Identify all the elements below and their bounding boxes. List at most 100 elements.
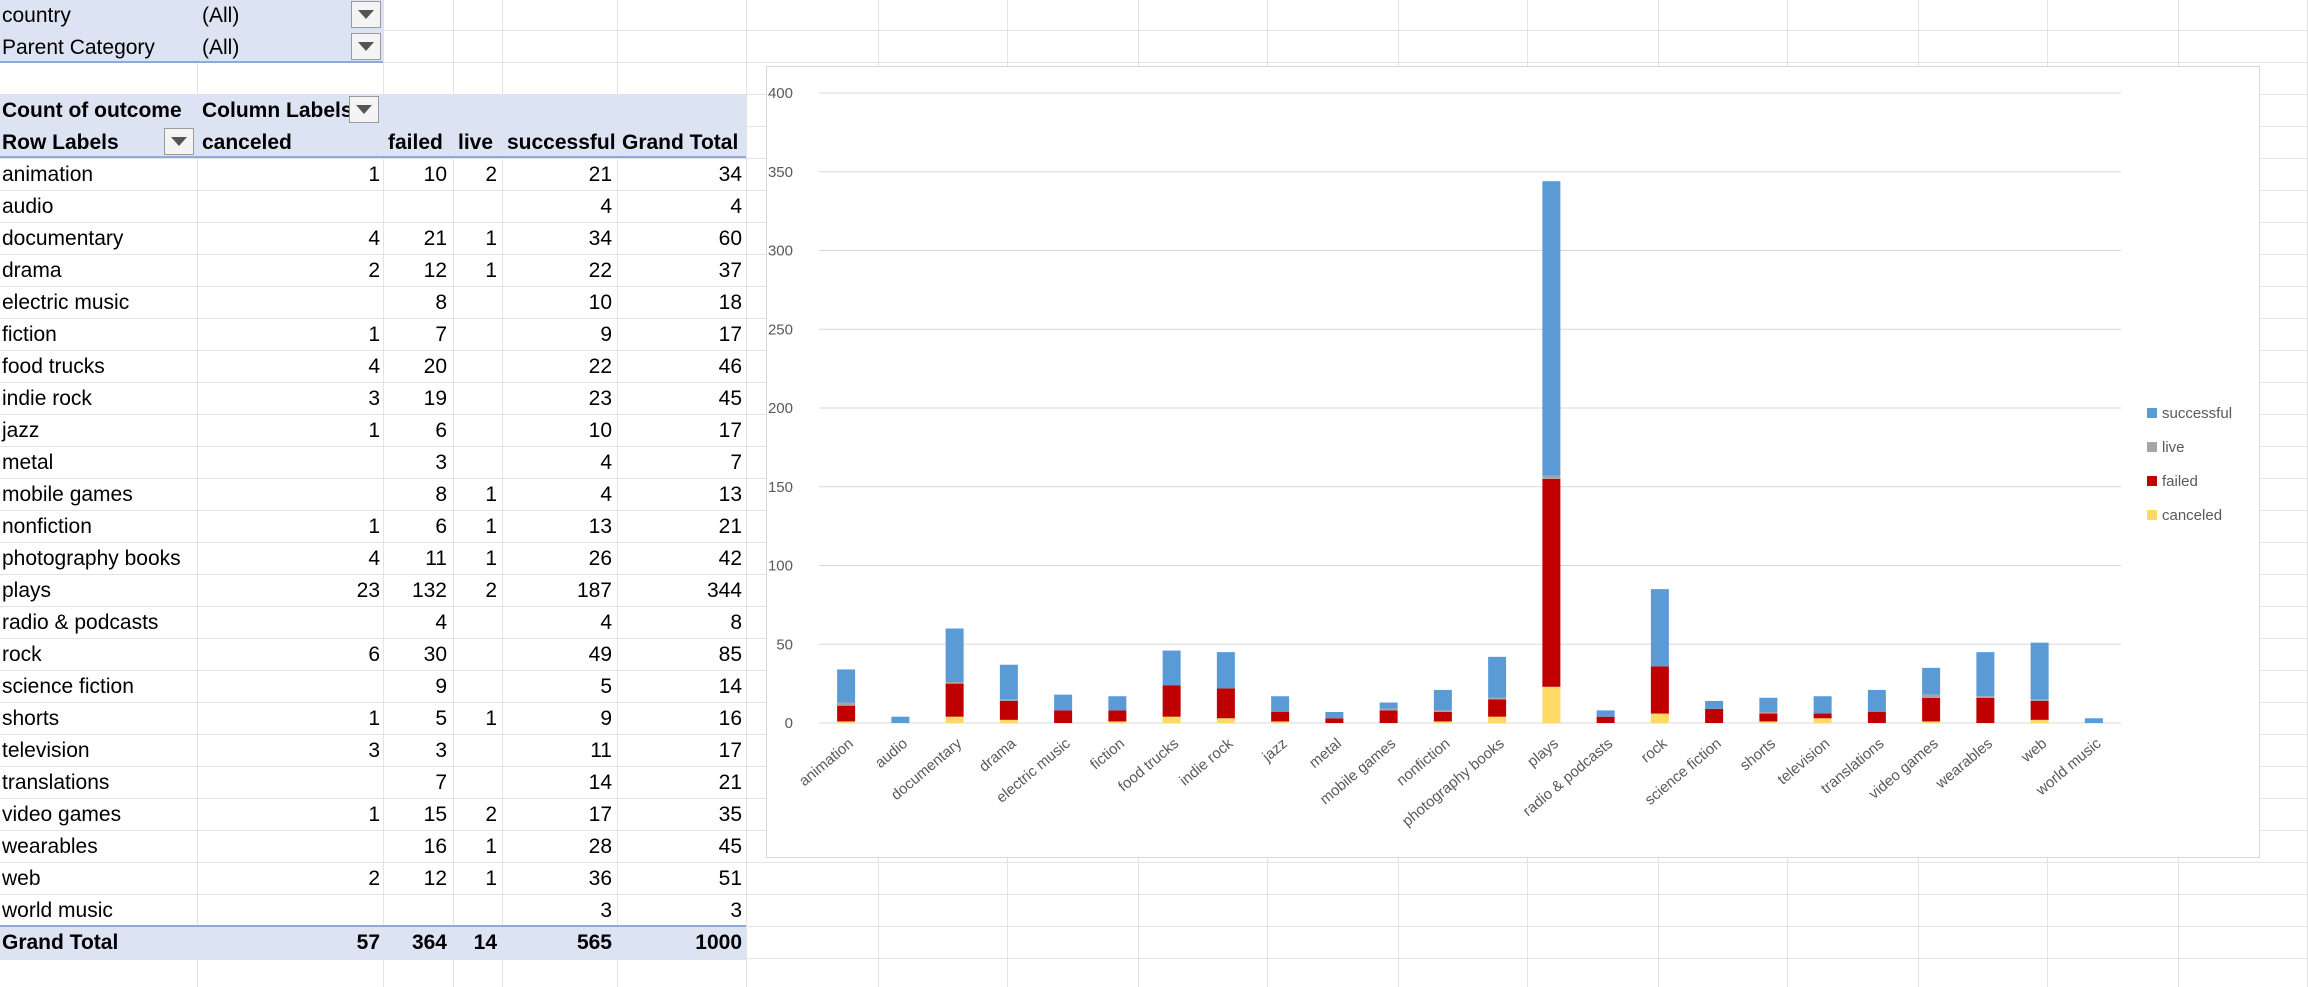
column-labels-dropdown[interactable] [349, 96, 379, 123]
row-label[interactable]: electric music [2, 291, 130, 314]
bar-failed[interactable] [1922, 697, 1941, 722]
cell-total[interactable]: 45 [718, 835, 742, 858]
cell-successful[interactable]: 49 [588, 643, 612, 666]
cell-live[interactable]: 2 [485, 803, 497, 826]
cell-canceled[interactable]: 4 [368, 227, 380, 250]
bar-successful[interactable] [1759, 697, 1778, 712]
row-label[interactable]: rock [2, 643, 42, 666]
cell-canceled[interactable]: 1 [368, 419, 380, 442]
bar-failed[interactable] [1759, 713, 1778, 722]
bar-successful[interactable] [837, 669, 856, 703]
cell-live[interactable] [447, 607, 497, 639]
bar-failed[interactable] [837, 705, 856, 722]
cell-successful[interactable]: 23 [588, 387, 612, 410]
cell-total[interactable]: 13 [718, 483, 742, 506]
bar-successful[interactable] [1325, 711, 1344, 719]
cell-total[interactable]: 35 [718, 803, 742, 826]
cell-live[interactable] [447, 319, 497, 351]
cell-total[interactable]: 17 [718, 739, 742, 762]
cell-live[interactable]: 2 [485, 163, 497, 186]
cell-failed[interactable]: 10 [423, 163, 447, 186]
cell-successful[interactable]: 3 [600, 899, 612, 922]
cell-canceled[interactable]: 1 [368, 707, 380, 730]
cell-total[interactable]: 37 [718, 259, 742, 282]
row-labels-dropdown[interactable] [164, 128, 194, 155]
cell-successful[interactable]: 9 [600, 323, 612, 346]
bar-canceled[interactable] [1108, 721, 1127, 723]
row-label[interactable]: fiction [2, 323, 57, 346]
cell-failed[interactable]: 7 [435, 771, 447, 794]
row-label[interactable]: translations [2, 771, 110, 794]
bar-failed[interactable] [999, 700, 1018, 720]
bar-failed[interactable] [1542, 478, 1561, 687]
bar-failed[interactable] [1596, 716, 1615, 723]
grand-total-failed[interactable]: 364 [411, 931, 447, 954]
cell-live[interactable]: 1 [485, 867, 497, 890]
bar-successful[interactable] [1379, 702, 1398, 709]
cell-canceled[interactable]: 23 [356, 579, 380, 602]
cell-failed[interactable] [380, 191, 447, 223]
row-label[interactable]: nonfiction [2, 515, 92, 538]
row-label[interactable]: mobile games [2, 483, 133, 506]
cell-live[interactable] [447, 671, 497, 703]
cell-failed[interactable]: 8 [435, 483, 447, 506]
cell-total[interactable]: 21 [718, 771, 742, 794]
bar-canceled[interactable] [1271, 721, 1290, 723]
cell-canceled[interactable]: 2 [368, 867, 380, 890]
bar-failed[interactable] [1488, 699, 1507, 717]
cell-failed[interactable]: 5 [435, 707, 447, 730]
bar-live[interactable] [1759, 711, 1778, 714]
cell-live[interactable] [447, 447, 497, 479]
cell-total[interactable]: 21 [718, 515, 742, 538]
bar-live[interactable] [945, 682, 964, 684]
bar-canceled[interactable] [1759, 721, 1778, 723]
row-label[interactable]: drama [2, 259, 62, 282]
bar-canceled[interactable] [1216, 718, 1235, 723]
grand-total-successful[interactable]: 565 [576, 931, 612, 954]
cell-canceled[interactable] [290, 287, 380, 319]
cell-successful[interactable]: 4 [600, 483, 612, 506]
bar-failed[interactable] [1433, 711, 1452, 722]
bar-canceled[interactable] [2030, 719, 2049, 723]
cell-total[interactable]: 46 [718, 355, 742, 378]
cell-total[interactable]: 14 [718, 675, 742, 698]
bar-failed[interactable] [945, 683, 964, 717]
cell-successful[interactable]: 9 [600, 707, 612, 730]
cell-canceled[interactable] [290, 447, 380, 479]
cell-canceled[interactable]: 2 [368, 259, 380, 282]
cell-successful[interactable]: 4 [600, 451, 612, 474]
cell-live[interactable]: 1 [485, 483, 497, 506]
bar-canceled[interactable] [1433, 721, 1452, 723]
cell-failed[interactable]: 21 [423, 227, 447, 250]
bar-failed[interactable] [1054, 710, 1073, 723]
cell-total[interactable]: 42 [718, 547, 742, 570]
cell-failed[interactable]: 11 [425, 547, 447, 570]
cell-failed[interactable]: 20 [423, 355, 447, 378]
cell-total[interactable]: 34 [718, 163, 742, 186]
cell-successful[interactable]: 17 [588, 803, 612, 826]
bar-canceled[interactable] [1813, 718, 1832, 723]
bar-live[interactable] [1488, 697, 1507, 700]
bar-canceled[interactable] [1922, 721, 1941, 723]
row-label[interactable]: plays [2, 579, 52, 602]
cell-failed[interactable]: 7 [435, 323, 447, 346]
grand-total-total[interactable]: 1000 [695, 931, 742, 954]
cell-failed[interactable]: 6 [435, 515, 447, 538]
bar-successful[interactable] [1162, 650, 1181, 686]
cell-total[interactable]: 344 [706, 579, 742, 602]
cell-successful[interactable]: 187 [576, 579, 612, 602]
bar-failed[interactable] [1216, 688, 1235, 719]
cell-failed[interactable]: 12 [423, 259, 447, 282]
row-label[interactable]: jazz [2, 419, 40, 442]
bar-failed[interactable] [1650, 666, 1669, 714]
cell-live[interactable]: 1 [485, 835, 497, 858]
cell-total[interactable]: 18 [718, 291, 742, 314]
cell-total[interactable]: 60 [718, 227, 742, 250]
cell-failed[interactable]: 4 [435, 611, 447, 634]
cell-canceled[interactable]: 6 [368, 643, 380, 666]
bar-successful[interactable] [999, 664, 1018, 700]
cell-failed[interactable]: 3 [435, 451, 447, 474]
cell-canceled[interactable] [290, 671, 380, 703]
bar-failed[interactable] [1271, 711, 1290, 722]
cell-successful[interactable]: 4 [600, 611, 612, 634]
